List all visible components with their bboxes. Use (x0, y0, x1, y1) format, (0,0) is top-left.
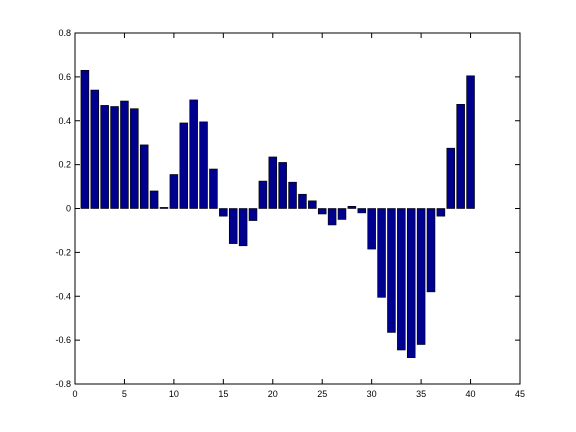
y-tick-label: 0.2 (58, 160, 71, 170)
x-tick-label: 10 (169, 389, 179, 399)
bar (406, 208, 416, 358)
bar (130, 108, 139, 209)
x-tick-label: 0 (72, 389, 77, 399)
x-tick-label: 5 (122, 389, 127, 399)
y-tick-label: 0.4 (58, 116, 71, 126)
bar (377, 208, 386, 298)
bar (199, 121, 208, 209)
bar (347, 206, 357, 209)
bar (189, 99, 198, 209)
bar (387, 208, 396, 333)
bar (258, 180, 268, 209)
bar (466, 75, 475, 209)
x-tick-label: 40 (466, 389, 476, 399)
plot-frame (74, 32, 521, 385)
x-tick-label: 45 (515, 389, 525, 399)
bar (100, 105, 109, 209)
y-tick-label: -0.6 (55, 335, 71, 345)
y-tick-label: -0.4 (55, 291, 71, 301)
bar (317, 208, 327, 215)
bar (456, 103, 465, 209)
bar (268, 156, 278, 209)
x-tick-label: 30 (367, 389, 377, 399)
bar (446, 147, 456, 209)
bar (149, 190, 159, 209)
x-tick-label: 35 (416, 389, 426, 399)
bar (90, 89, 100, 209)
y-tick-label: -0.8 (55, 379, 71, 389)
bar (357, 208, 367, 214)
bar (228, 208, 238, 244)
y-tick-label: 0.8 (58, 28, 71, 38)
bar (367, 208, 376, 250)
x-tick-label: 20 (268, 389, 278, 399)
bar (308, 200, 317, 209)
bar (327, 208, 337, 226)
bar (397, 208, 406, 351)
x-tick-label: 15 (218, 389, 228, 399)
bar (169, 174, 179, 209)
bar (416, 208, 426, 345)
bar (80, 69, 90, 209)
y-tick-label: 0 (66, 204, 71, 214)
x-tick-label: 25 (317, 389, 327, 399)
bar (219, 208, 228, 217)
bar (159, 207, 169, 209)
bar (298, 193, 307, 209)
bar (209, 168, 218, 209)
bar (179, 122, 189, 209)
bar (436, 208, 446, 217)
bar (278, 162, 287, 209)
bar (110, 106, 119, 209)
y-tick-label: 0.6 (58, 72, 71, 82)
bar (248, 208, 258, 221)
y-tick-label: -0.2 (55, 247, 71, 257)
bar (337, 208, 347, 220)
bar (426, 208, 436, 293)
bar (139, 144, 149, 209)
bar (120, 100, 129, 209)
bar (288, 181, 297, 209)
bar (238, 208, 248, 247)
